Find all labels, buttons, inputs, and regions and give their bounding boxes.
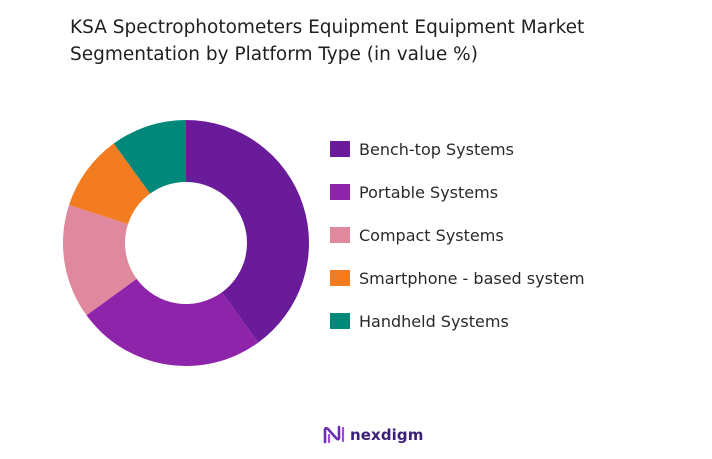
legend-item-portable: Portable Systems <box>330 182 585 202</box>
donut-slice-handheld-systems <box>113 120 186 194</box>
legend-item-compact: Compact Systems <box>330 225 585 245</box>
donut-slice-compact-systems <box>63 204 137 316</box>
chart-title-line-2: Segmentation by Platform Type (in value … <box>70 44 478 65</box>
legend-item-handheld: Handheld Systems <box>330 311 585 331</box>
donut-slice-smartphone-based-system <box>69 143 151 225</box>
chart-title-line-1: KSA Spectrophotometers Equipment Equipme… <box>70 17 585 38</box>
legend-swatch <box>330 270 350 286</box>
legend-label: Handheld Systems <box>359 311 509 331</box>
chart-title: KSA Spectrophotometers Equipment Equipme… <box>70 14 690 68</box>
legend-swatch <box>330 227 350 243</box>
legend-label: Portable Systems <box>359 182 499 202</box>
legend-swatch <box>330 184 350 200</box>
donut-slice-bench-top-systems <box>186 120 309 343</box>
legend-label: Bench-top Systems <box>359 139 514 159</box>
legend-label: Smartphone - based system <box>359 268 585 288</box>
legend-swatch <box>330 313 350 329</box>
chart-legend: Bench-top Systems Portable Systems Compa… <box>330 139 585 354</box>
legend-swatch <box>330 141 350 157</box>
nexdigm-logo: nexdigm <box>322 424 423 446</box>
legend-item-bench-top: Bench-top Systems <box>330 139 585 159</box>
nexdigm-wordmark: nexdigm <box>350 426 424 444</box>
donut-slice-portable-systems <box>86 278 259 366</box>
legend-label: Compact Systems <box>359 225 504 245</box>
nexdigm-logo-icon <box>323 425 345 444</box>
legend-item-smartphone: Smartphone - based system <box>330 268 585 288</box>
